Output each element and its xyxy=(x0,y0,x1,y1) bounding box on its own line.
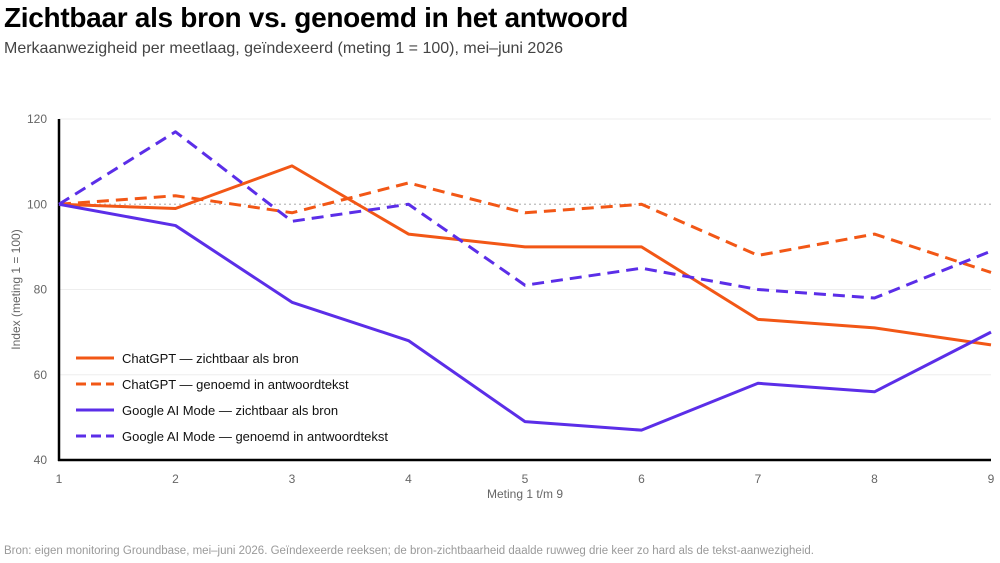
chart-subtitle: Merkaanwezigheid per meetlaag, geïndexee… xyxy=(4,40,564,57)
y-axis-title: Index (meting 1 = 100) xyxy=(9,229,23,349)
x-tick-label: 2 xyxy=(172,472,179,486)
legend-label-4: Google AI Mode — genoemd in antwoordteks… xyxy=(122,429,388,444)
chart-title: Zichtbaar als bron vs. genoemd in het an… xyxy=(4,2,629,33)
source-note: Bron: eigen monitoring Groundbase, mei–j… xyxy=(4,545,814,557)
series-line-2 xyxy=(58,181,992,274)
x-tick-label: 5 xyxy=(522,472,529,486)
x-tick-label: 9 xyxy=(988,472,995,486)
series-line-3 xyxy=(58,202,992,432)
x-axis-title: Meting 1 t/m 9 xyxy=(487,487,563,501)
x-tick-label: 1 xyxy=(56,472,63,486)
x-tick-label: 8 xyxy=(871,472,878,486)
legend: ChatGPT — zichtbaar als bron ChatGPT — ge… xyxy=(76,351,388,444)
series-line-4 xyxy=(58,130,992,300)
y-tick-label: 120 xyxy=(27,112,47,126)
y-tick-label: 100 xyxy=(27,197,47,211)
legend-label-3: Google AI Mode — zichtbaar als bron xyxy=(122,403,338,418)
legend-label-2: ChatGPT — genoemd in antwoordtekst xyxy=(122,377,349,392)
y-tick-label: 40 xyxy=(34,453,48,467)
series-layer xyxy=(58,130,992,432)
y-tick-label: 60 xyxy=(34,368,48,382)
x-tick-label: 4 xyxy=(405,472,412,486)
x-tick-label: 7 xyxy=(755,472,762,486)
x-tick-label: 6 xyxy=(638,472,645,486)
legend-label-1: ChatGPT — zichtbaar als bron xyxy=(122,351,299,366)
y-tick-label: 80 xyxy=(34,283,48,297)
series-line-1 xyxy=(58,164,992,347)
axis-layer: 40 60 80 100 120 1 2 3 4 5 6 7 8 9 Meting 1 t/m 9 Index… xyxy=(9,112,995,501)
x-tick-label: 3 xyxy=(289,472,296,486)
